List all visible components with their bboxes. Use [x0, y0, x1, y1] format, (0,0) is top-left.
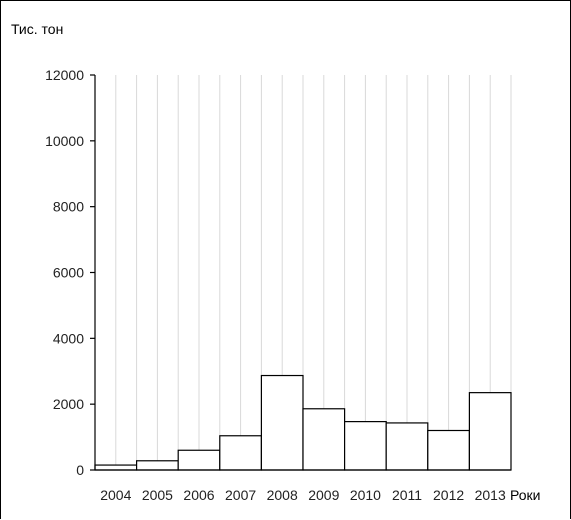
- x-tick-label: 2011: [392, 487, 422, 503]
- x-tick-label: 2005: [142, 487, 173, 503]
- x-tick-label: 2013: [475, 487, 506, 503]
- bar-2007: [219, 435, 263, 471]
- y-tick-label: 4000: [53, 330, 84, 346]
- x-tick-label: 2009: [308, 487, 339, 503]
- x-tick-label: 2008: [267, 487, 298, 503]
- bar-2008: [260, 374, 304, 471]
- y-tick-label: 12000: [45, 67, 84, 83]
- bar-2005: [136, 460, 179, 471]
- grid-lines: [94, 75, 512, 470]
- x-axis-label: Роки: [510, 487, 540, 503]
- x-tick-labels: 2004 2005 2006 2007 2008 2009 2010 2011 2012 2013: [100, 487, 506, 503]
- bar-2006: [177, 449, 221, 471]
- x-tick-label: 2006: [183, 487, 214, 503]
- bar-2012: [427, 429, 470, 471]
- y-tick-label: 10000: [45, 133, 84, 149]
- y-ticks: 0 2000 4000 6000 8000 10000 12000: [45, 67, 95, 478]
- bar-2010: [344, 421, 387, 471]
- bars: [94, 374, 512, 471]
- bar-2011: [385, 422, 429, 471]
- bar-2009: [302, 408, 346, 471]
- bar-2013: [468, 392, 512, 471]
- y-tick-label: 0: [76, 462, 84, 478]
- x-tick-label: 2010: [350, 487, 381, 503]
- x-tick-label: 2004: [100, 487, 131, 503]
- x-tick-label: 2007: [225, 487, 256, 503]
- bar-2004: [94, 464, 138, 471]
- y-axis-label: Тис. тон: [11, 21, 63, 37]
- y-tick-label: 8000: [53, 199, 84, 215]
- x-tick-label: 2012: [433, 487, 464, 503]
- y-tick-label: 6000: [53, 265, 84, 281]
- y-tick-label: 2000: [53, 396, 84, 412]
